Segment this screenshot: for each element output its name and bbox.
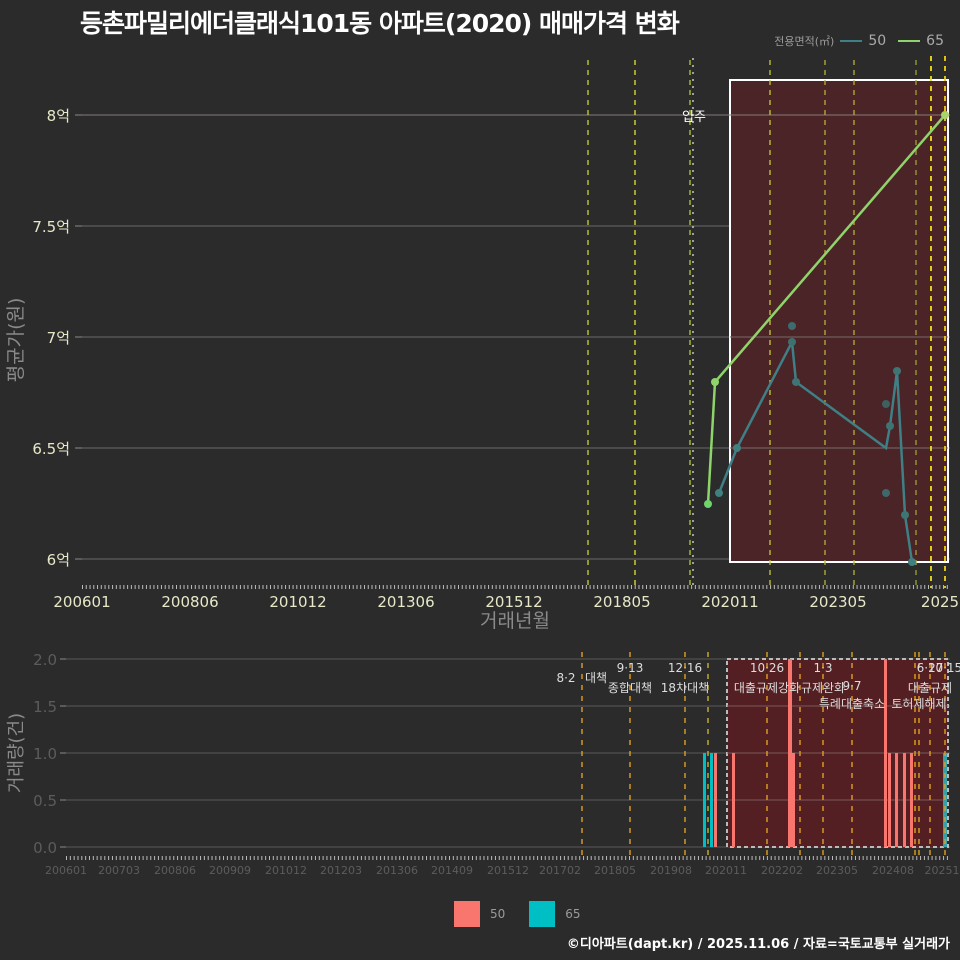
svg-text:특례대출축소: 특례대출축소 <box>819 697 885 711</box>
svg-text:0.0: 0.0 <box>33 839 57 857</box>
volume-policy-lines <box>581 652 946 860</box>
svg-text:12·16: 12·16 <box>668 661 702 675</box>
svg-text:대출규제: 대출규제 <box>908 681 952 695</box>
svg-text:7.5억: 7.5억 <box>32 218 70 236</box>
svg-text:7억: 7억 <box>47 329 70 347</box>
series-65-line <box>704 111 949 508</box>
svg-text:20251: 20251 <box>925 864 960 877</box>
svg-text:토허제해제: 토허제해제 <box>891 697 946 711</box>
svg-text:201805: 201805 <box>594 864 636 877</box>
svg-text:18차대책: 18차대책 <box>661 680 709 695</box>
svg-text:202011: 202011 <box>705 864 747 877</box>
svg-text:201805: 201805 <box>593 593 650 611</box>
svg-text:202305: 202305 <box>816 864 858 877</box>
legend-box-65 <box>529 901 556 927</box>
svg-text:200703: 200703 <box>98 864 140 877</box>
svg-text:6.5억: 6.5억 <box>32 440 70 458</box>
svg-text:200601: 200601 <box>53 593 110 611</box>
annotation-move-in: 입주 <box>682 110 706 125</box>
legend-swatch-50 <box>840 40 863 42</box>
svg-text:1.5: 1.5 <box>33 698 57 716</box>
price-y-axis: 8억 7.5억 7억 6.5억 6억 <box>32 107 70 569</box>
price-chart: 입주 8억 7.5억 7억 6.5억 6억 평균가(원) 200601 2008… <box>5 56 959 632</box>
svg-text:종합대책: 종합대책 <box>608 680 652 695</box>
svg-text:9·7: 9·7 <box>842 679 861 693</box>
volume-chart: 8·2 대책 9·13 종합대책 12·16 18차대책 10·26 대출규제강… <box>6 651 960 877</box>
legend-label-50: 50 <box>490 907 506 921</box>
legend-swatch-65 <box>898 40 921 42</box>
price-x-axis: 200601 200806 201012 201306 201512 20180… <box>53 593 959 611</box>
svg-text:200601: 200601 <box>45 864 87 877</box>
legend-label-65: 65 <box>926 33 944 49</box>
svg-text:200806: 200806 <box>161 593 218 611</box>
svg-text:202408: 202408 <box>872 864 914 877</box>
legend-title: 전용면적(㎡) <box>774 35 835 48</box>
svg-text:201306: 201306 <box>376 864 418 877</box>
chart-title: 등촌파밀리에더클래식101동 아파트(2020) 매매가격 변화 <box>80 9 680 38</box>
svg-text:201512: 201512 <box>485 593 542 611</box>
svg-text:9·13: 9·13 <box>617 661 644 675</box>
legend-area: 전용면적(㎡) 50 65 <box>774 33 950 49</box>
svg-text:8억: 8억 <box>47 107 70 125</box>
svg-text:201306: 201306 <box>377 593 434 611</box>
svg-text:8·2: 8·2 <box>556 671 575 685</box>
policy-lines <box>587 56 946 588</box>
volume-x-axis: 200601 200703 200806 200909 201012 20120… <box>45 864 960 877</box>
svg-text:2.0: 2.0 <box>33 651 57 669</box>
volume-y-axis-label: 거래량(건) <box>6 713 27 793</box>
svg-text:1·3: 1·3 <box>813 661 832 675</box>
svg-text:6·27: 6·27 <box>917 661 944 675</box>
legend-box-50 <box>454 901 480 927</box>
svg-text:대책: 대책 <box>585 670 607 685</box>
svg-text:2025: 2025 <box>921 593 959 611</box>
bars-50 <box>714 659 913 847</box>
svg-text:201012: 201012 <box>265 864 307 877</box>
svg-text:대출규제강화: 대출규제강화 <box>734 681 800 695</box>
svg-text:201409: 201409 <box>431 864 473 877</box>
highlight-region <box>729 79 949 563</box>
svg-text:규제완화: 규제완화 <box>801 681 845 695</box>
svg-text:200909: 200909 <box>209 864 251 877</box>
svg-text:10·26: 10·26 <box>750 661 784 675</box>
svg-text:201012: 201012 <box>269 593 326 611</box>
legend-label-65: 65 <box>565 907 581 921</box>
price-x-axis-label: 거래년월 <box>480 610 550 632</box>
svg-text:201203: 201203 <box>320 864 362 877</box>
series-50-line <box>715 322 916 566</box>
svg-text:201702: 201702 <box>539 864 581 877</box>
svg-text:1.0: 1.0 <box>33 745 57 763</box>
price-y-axis-label: 평균가(원) <box>5 298 27 383</box>
svg-text:201512: 201512 <box>487 864 529 877</box>
source-credit: ©디아파트(dapt.kr) / 2025.11.06 / 자료=국토교통부 실… <box>566 937 950 952</box>
svg-text:200806: 200806 <box>154 864 196 877</box>
legend-label-50: 50 <box>868 33 887 49</box>
svg-text:0.5: 0.5 <box>33 792 57 810</box>
volume-y-axis: 2.0 1.5 1.0 0.5 0.0 <box>33 651 57 857</box>
svg-text:202011: 202011 <box>701 593 758 611</box>
svg-text:6억: 6억 <box>47 551 70 569</box>
svg-text:202305: 202305 <box>809 593 866 611</box>
svg-text:201908: 201908 <box>650 864 692 877</box>
policy-annotations: 8·2 대책 9·13 종합대책 12·16 18차대책 10·26 대출규제강… <box>556 661 960 711</box>
bar-legend: 50 65 <box>454 901 595 927</box>
svg-text:202202: 202202 <box>761 864 803 877</box>
svg-text:10·15: 10·15 <box>928 661 960 675</box>
